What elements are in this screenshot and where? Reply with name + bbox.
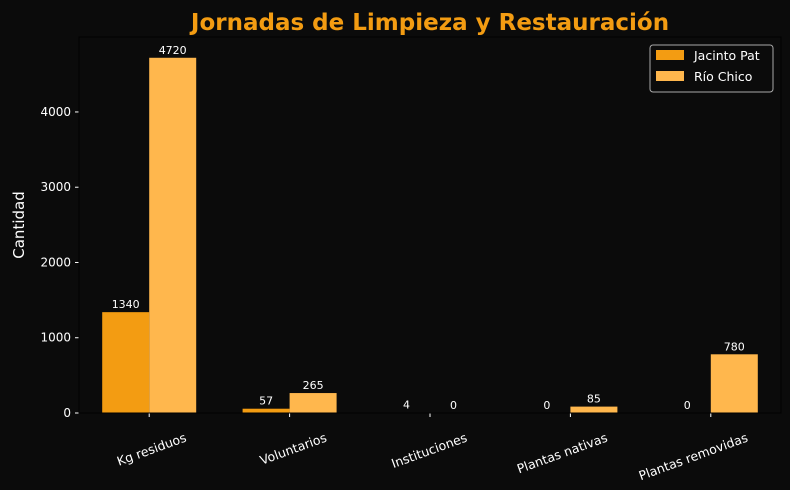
y-tick-label: 1000 [40,331,71,345]
data-label: 1340 [112,298,140,311]
data-label: 0 [684,399,691,412]
data-label: 57 [259,395,273,408]
bar-río-chico [710,354,758,413]
data-label: 0 [450,399,457,412]
data-label: 780 [724,340,745,353]
y-axis-label: Cantidad [10,191,28,258]
x-tick-label: Plantas removidas [637,430,750,483]
bar-río-chico [289,393,337,413]
plot-frame [78,36,782,414]
bar-jacinto-pat [102,312,150,413]
bar-jacinto-pat [242,408,290,413]
x-tick-label: Voluntarios [258,430,329,468]
data-label: 85 [587,393,601,406]
y-tick-label: 0 [63,406,71,420]
data-label: 4 [403,399,410,412]
data-label: 265 [303,379,324,392]
legend: Jacinto Pat Río Chico [649,44,774,93]
bar-río-chico [570,406,618,413]
x-tick-label: Plantas nativas [515,430,610,477]
legend-swatch [656,50,684,60]
x-tick-label: Instituciones [389,430,469,471]
data-label: 4720 [159,44,187,57]
y-tick-label: 4000 [40,105,71,119]
y-tick-label: 3000 [40,180,71,194]
legend-swatch [656,71,684,81]
data-label: 0 [543,399,550,412]
chart-title: Jornadas de Limpieza y Restauración [189,10,669,36]
y-tick-label: 2000 [40,255,71,269]
x-tick-label: Kg residuos [115,430,188,469]
legend-label: Jacinto Pat [693,48,760,63]
legend-label: Río Chico [694,69,752,84]
bar-río-chico [149,57,197,413]
